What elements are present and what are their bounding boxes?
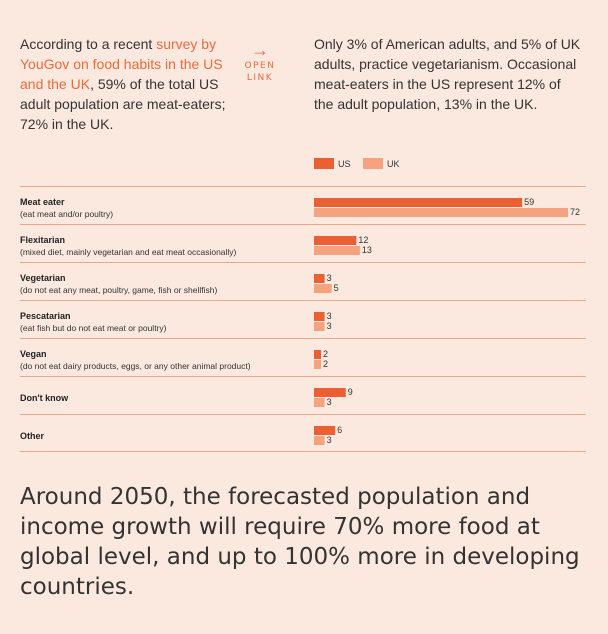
category-label: Vegetarian (20, 273, 66, 283)
bar-uk (314, 284, 332, 293)
data-label-us: 3 (327, 273, 332, 283)
category-label: Don't know (20, 393, 69, 403)
data-label-us: 6 (337, 425, 342, 435)
chart-legend: US UK (314, 158, 410, 171)
intro-paragraph: According to a recent survey by YouGov o… (20, 34, 235, 134)
data-label-us: 9 (348, 387, 353, 397)
open-link-label: OPEN LINK (244, 61, 276, 83)
data-label-uk: 3 (327, 435, 332, 445)
data-label-us: 3 (327, 311, 332, 321)
bar-us (314, 350, 322, 359)
data-label-uk: 13 (362, 245, 372, 255)
category-description: (mixed diet, mainly vegetarian and eat m… (20, 247, 237, 257)
bar-us (314, 236, 357, 245)
survey-link[interactable]: survey by YouGov on food habits in the U… (20, 36, 223, 92)
category-label: Meat eater (20, 197, 65, 207)
category-description: (do not eat dairy products, eggs, or any… (20, 361, 251, 371)
arrow-right-icon: → (251, 40, 269, 60)
bar-uk (314, 208, 568, 217)
category-label: Vegan (20, 349, 47, 359)
legend-swatch-uk (363, 158, 384, 169)
bar-uk (314, 436, 325, 445)
category-description: (do not eat any meat, poultry, game, fis… (20, 285, 217, 295)
data-label-uk: 3 (327, 321, 332, 331)
category-label: Pescatarian (20, 311, 71, 321)
intro-text-2: , 59% of the total US adult population a… (20, 76, 226, 132)
legend-label-us: US (338, 158, 351, 169)
data-label-uk: 3 (327, 397, 332, 407)
data-label-uk: 5 (334, 283, 339, 293)
bar-us (314, 426, 336, 435)
legend-swatch-us (314, 158, 334, 169)
bar-us (314, 274, 325, 283)
legend-item-uk: UK (363, 158, 400, 169)
data-label-us: 59 (524, 197, 534, 207)
category-label: Flexitarian (20, 235, 65, 245)
category-description: (eat meat and/or poultry) (20, 209, 113, 219)
intro-text-1: According to a recent (20, 36, 157, 52)
category-description: (eat fish but do not eat meat or poultry… (20, 323, 167, 333)
bar-uk (314, 398, 325, 407)
open-link-button[interactable]: → OPEN LINK (238, 40, 282, 84)
bar-us (314, 198, 523, 207)
data-label-us: 12 (358, 235, 368, 245)
legend-item-us: US (314, 158, 351, 169)
data-label-us: 2 (323, 349, 328, 359)
closing-statement: Around 2050, the forecasted population a… (20, 484, 580, 600)
bar-us (314, 388, 346, 397)
data-label-uk: 72 (570, 207, 580, 217)
legend-label-uk: UK (387, 158, 400, 169)
vegetarian-paragraph: Only 3% of American adults, and 5% of UK… (314, 36, 581, 112)
diet-bar-chart: Meat eater(eat meat and/or poultry)5972F… (20, 186, 586, 452)
bar-uk (314, 322, 325, 331)
bar-us (314, 312, 325, 321)
bar-uk (314, 246, 360, 255)
category-label: Other (20, 431, 45, 441)
data-label-uk: 2 (323, 359, 328, 369)
bar-uk (314, 360, 322, 369)
